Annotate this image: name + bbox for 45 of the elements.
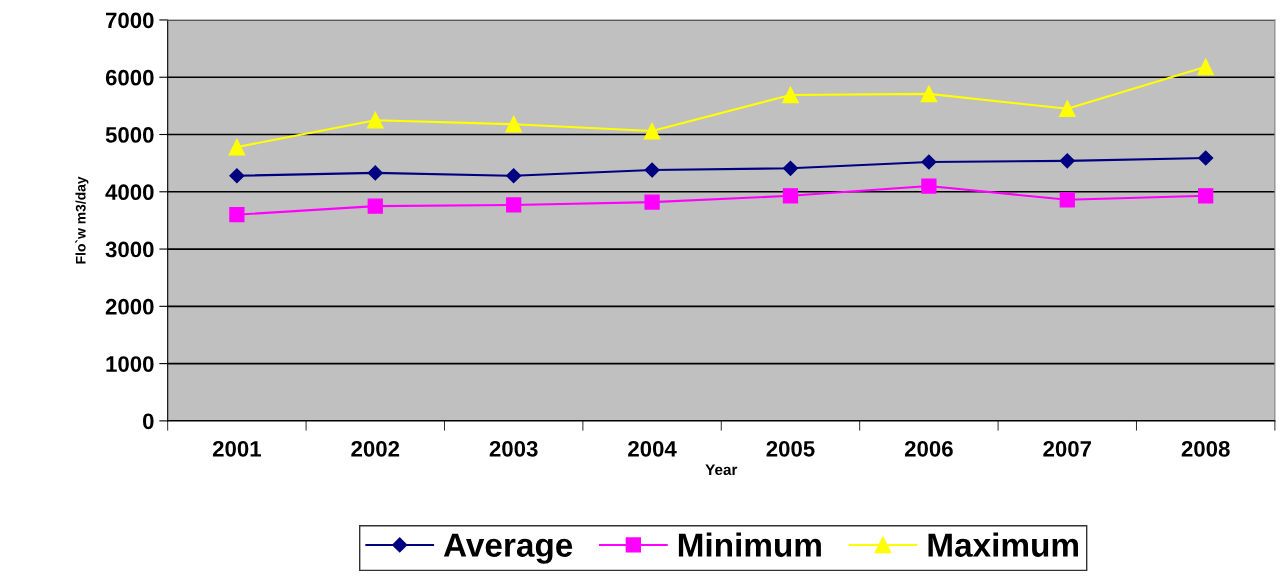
- x-tick-label: 2007: [1043, 440, 1092, 457]
- y-tick-label: 1000: [106, 356, 154, 372]
- point: [644, 162, 660, 178]
- point: [367, 165, 383, 181]
- y-tick-label: 3000: [105, 241, 154, 258]
- y-tick-label: 2000: [105, 298, 154, 315]
- point: [644, 194, 660, 210]
- point: [921, 154, 937, 170]
- y-axis-title: Flo`w m3/day: [75, 176, 89, 264]
- point: [920, 85, 938, 103]
- point: [505, 115, 523, 133]
- point: [1059, 153, 1075, 169]
- point: [366, 111, 384, 129]
- point: [1198, 188, 1214, 204]
- legend-label: Minimum: [678, 532, 821, 557]
- point: [1059, 192, 1075, 208]
- point: [782, 188, 799, 204]
- y-tick-label: 5000: [105, 127, 154, 143]
- point: [229, 168, 245, 184]
- y-tick-label: 4000: [105, 184, 154, 201]
- point: [229, 207, 245, 223]
- point: [643, 122, 661, 140]
- point: [1198, 150, 1214, 166]
- point: [367, 198, 383, 214]
- y-tick-label: 6000: [105, 69, 154, 86]
- point: [782, 160, 799, 176]
- point: [1197, 58, 1215, 76]
- x-axis-title: Year: [705, 464, 738, 476]
- x-tick-label: 2003: [489, 440, 538, 457]
- x-tick-label: 2002: [351, 440, 400, 457]
- point: [228, 138, 246, 156]
- point: [506, 197, 522, 213]
- x-tick-label: 2001: [212, 440, 261, 457]
- x-tick-label: 2006: [904, 440, 953, 457]
- legend-label: Maximum: [928, 532, 1078, 557]
- y-tick-label: 7000: [106, 12, 154, 29]
- point: [1058, 100, 1076, 118]
- point: [782, 86, 799, 104]
- legend-label: Average: [443, 533, 573, 564]
- x-tick-label: 2004: [628, 440, 677, 457]
- x-tick-label: 2008: [1181, 440, 1230, 457]
- x-tick-label: 2005: [766, 440, 815, 457]
- point: [921, 178, 937, 194]
- y-tick-label: 0: [143, 413, 154, 430]
- point: [506, 168, 522, 184]
